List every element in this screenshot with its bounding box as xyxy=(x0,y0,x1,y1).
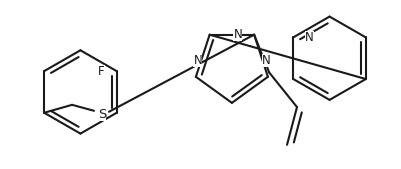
Text: N: N xyxy=(233,28,241,41)
Text: N: N xyxy=(193,54,202,67)
Text: F: F xyxy=(98,65,104,78)
Text: N: N xyxy=(304,31,313,44)
Text: N: N xyxy=(261,54,269,67)
Text: S: S xyxy=(97,108,106,121)
